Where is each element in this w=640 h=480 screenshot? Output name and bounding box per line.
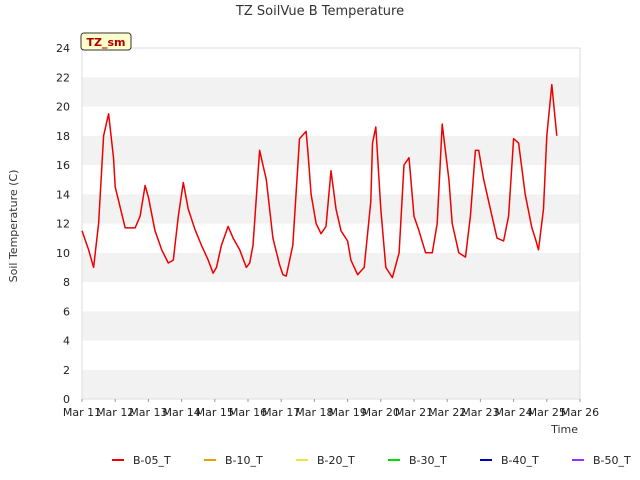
x-tick-label: Mar 13 xyxy=(129,406,167,419)
x-tick-label: Mar 21 xyxy=(395,406,433,419)
y-tick-label: 2 xyxy=(63,364,70,377)
grid-band xyxy=(82,135,580,165)
x-tick-label: Mar 25 xyxy=(528,406,566,419)
grid-band xyxy=(82,340,580,370)
grid-band xyxy=(82,252,580,282)
legend-label-B-05_T: B-05_T xyxy=(133,454,171,467)
x-tick-label: Mar 12 xyxy=(96,406,134,419)
annotation-box xyxy=(80,32,132,51)
grid-band xyxy=(82,165,580,195)
y-tick-label: 22 xyxy=(56,71,70,84)
x-tick-label: Mar 18 xyxy=(295,406,333,419)
grid-band xyxy=(82,106,580,136)
plot-border xyxy=(81,47,581,400)
y-tick-label: 20 xyxy=(56,101,70,114)
grid-band xyxy=(82,77,580,107)
grid-band xyxy=(82,48,580,78)
background-bands xyxy=(81,47,581,400)
y-tick-label: 0 xyxy=(63,393,70,406)
x-tick-label: Mar 19 xyxy=(328,406,366,419)
legend-label-B-20_T: B-20_T xyxy=(317,454,355,467)
grid-band xyxy=(82,282,580,312)
y-tick-label: 6 xyxy=(63,305,70,318)
grid-band xyxy=(82,223,580,253)
y-tick-label: 10 xyxy=(56,247,70,260)
x-tick-label: Mar 22 xyxy=(428,406,466,419)
annotation-stamp: TZ_sm xyxy=(80,32,132,51)
y-tick-label: 18 xyxy=(56,130,70,143)
y-tick-label: 8 xyxy=(63,276,70,289)
y-axis-label: Soil Temperature (C) xyxy=(7,170,20,283)
y-tick-label: 4 xyxy=(63,335,70,348)
grid-band xyxy=(82,369,580,399)
legend-label-B-50_T: B-50_T xyxy=(593,454,631,467)
legend: B-05_T B-10_T B-20_T B-30_T B-40_T B-50_T xyxy=(112,454,631,467)
y-tick-label: 14 xyxy=(56,188,70,201)
legend-label-B-40_T: B-40_T xyxy=(501,454,539,467)
x-tick-label: Mar 17 xyxy=(262,406,300,419)
grid-band xyxy=(82,311,580,341)
y-tick-label: 24 xyxy=(56,42,70,55)
x-tick-label: Mar 16 xyxy=(229,406,267,419)
legend-label-B-30_T: B-30_T xyxy=(409,454,447,467)
series-line-B-05_T xyxy=(81,83,558,279)
x-tick-label: Mar 14 xyxy=(162,406,200,419)
x-tick-label: Mar 24 xyxy=(494,406,532,419)
x-tick-label: Mar 20 xyxy=(362,406,400,419)
x-tick-label: Mar 11 xyxy=(63,406,101,419)
x-tick-label: Mar 26 xyxy=(561,406,599,419)
grid-band xyxy=(82,194,580,224)
annotation-text: TZ_sm xyxy=(87,36,126,49)
x-axis-label: Time xyxy=(550,423,578,436)
y-tick-label: 16 xyxy=(56,159,70,172)
legend-label-B-10_T: B-10_T xyxy=(225,454,263,467)
y-tick-label: 12 xyxy=(56,218,70,231)
chart-title: TZ SoilVue B Temperature xyxy=(235,4,404,19)
x-tick-label: Mar 15 xyxy=(196,406,234,419)
x-tick-label: Mar 23 xyxy=(461,406,499,419)
series-lines xyxy=(81,83,558,279)
